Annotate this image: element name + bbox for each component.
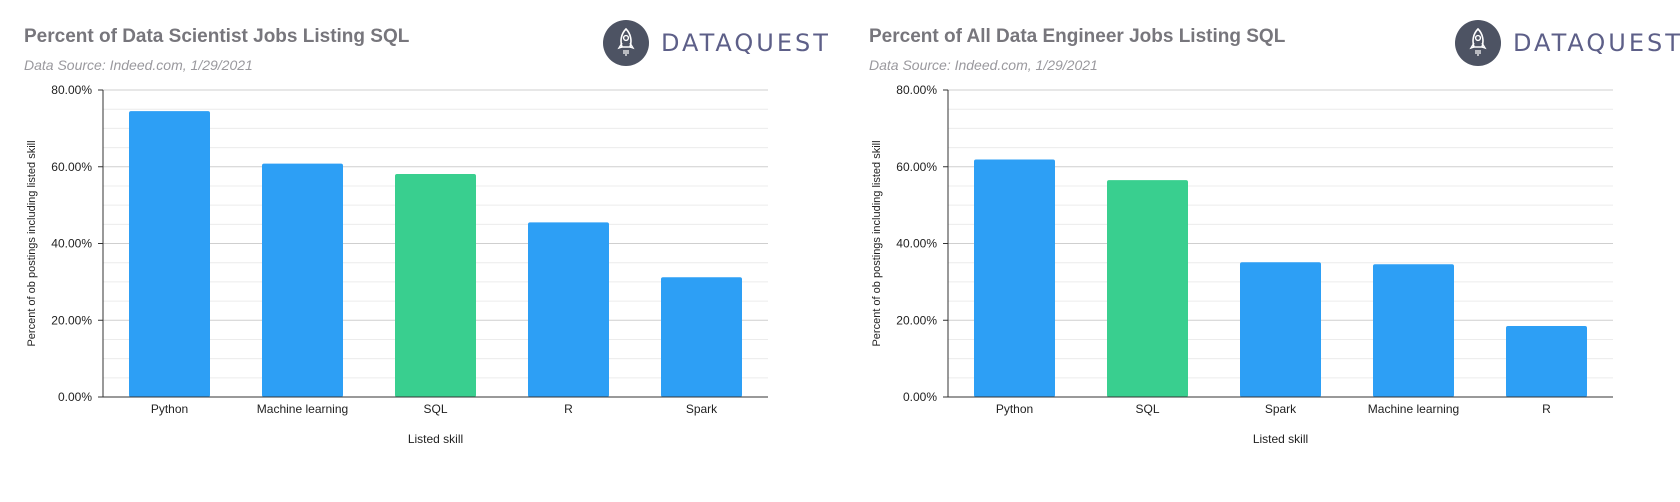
- bar-sql: [395, 174, 476, 397]
- y-tick-label: 20.00%: [51, 313, 92, 327]
- x-axis-title: Listed skill: [1253, 432, 1308, 446]
- y-tick-label: 80.00%: [51, 83, 92, 97]
- bar-spark: [1240, 262, 1321, 397]
- rocket-icon: [1455, 20, 1501, 66]
- bar-r: [528, 222, 609, 397]
- bar-machine-learning: [262, 163, 343, 397]
- y-tick-label: 0.00%: [903, 390, 937, 404]
- x-axis-title: Listed skill: [408, 432, 463, 446]
- y-tick-label: 20.00%: [896, 313, 937, 327]
- bar-python: [129, 111, 210, 397]
- x-tick-label: R: [1542, 402, 1551, 416]
- chart-subtitle: Data Source: Indeed.com, 1/29/2021: [869, 57, 1098, 73]
- chart-title: Percent of Data Scientist Jobs Listing S…: [24, 26, 410, 47]
- bar-chart: Python Machine learning SQL R Spark 0.00% 20.0…: [26, 83, 768, 446]
- x-tick-label: Python: [996, 402, 1033, 416]
- bar-chart: Python SQL Spark Machine learning R 0.00% 20.0…: [871, 83, 1613, 446]
- bar-python: [974, 159, 1055, 397]
- x-tick-label: R: [564, 402, 573, 416]
- x-tick-label: Python: [151, 402, 188, 416]
- x-tick-label: Spark: [1265, 402, 1297, 416]
- x-tick-label: Spark: [686, 402, 718, 416]
- bar-spark: [661, 277, 742, 397]
- chart-subtitle: Data Source: Indeed.com, 1/29/2021: [24, 57, 253, 73]
- y-tick-label: 40.00%: [896, 237, 937, 251]
- y-axis-title: Percent of ob postings including listed …: [26, 140, 38, 346]
- bar-r: [1506, 326, 1587, 397]
- logo-wordmark: DATAQUEST: [661, 29, 831, 57]
- x-tick-label: Machine learning: [1368, 402, 1459, 416]
- logo-wordmark: DATAQUEST: [1513, 29, 1680, 57]
- x-tick-label: Machine learning: [257, 402, 348, 416]
- dataquest-logo: DATAQUEST: [603, 20, 831, 66]
- rocket-icon: [603, 20, 649, 66]
- chart-title: Percent of All Data Engineer Jobs Listin…: [869, 26, 1286, 47]
- y-tick-label: 60.00%: [896, 160, 937, 174]
- bar-machine-learning: [1373, 264, 1454, 397]
- y-tick-label: 0.00%: [58, 390, 92, 404]
- chart-panel-data-scientist: Percent of Data Scientist Jobs Listing S…: [24, 20, 831, 446]
- dataquest-logo: DATAQUEST: [1455, 20, 1680, 66]
- x-tick-label: SQL: [1135, 402, 1159, 416]
- y-axis-title: Percent of ob postings including listed …: [871, 140, 883, 346]
- y-tick-label: 60.00%: [51, 160, 92, 174]
- y-tick-label: 40.00%: [51, 237, 92, 251]
- y-tick-label: 80.00%: [896, 83, 937, 97]
- bar-sql: [1107, 180, 1188, 397]
- chart-panel-data-engineer: Percent of All Data Engineer Jobs Listin…: [845, 0, 1680, 502]
- x-tick-label: SQL: [423, 402, 447, 416]
